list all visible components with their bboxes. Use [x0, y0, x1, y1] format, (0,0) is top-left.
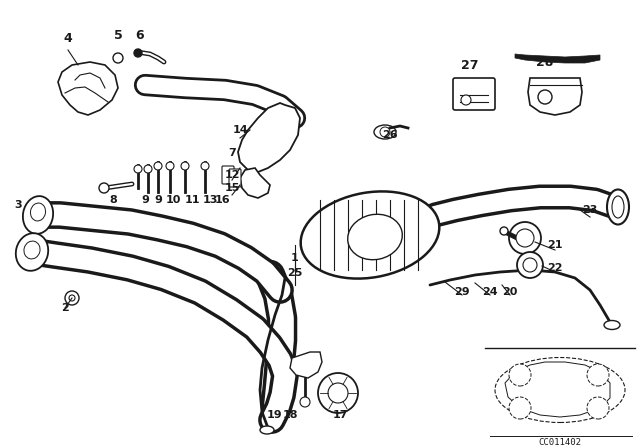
Text: 4: 4 — [63, 31, 72, 44]
Circle shape — [181, 162, 189, 170]
Text: 21: 21 — [547, 240, 563, 250]
Polygon shape — [515, 54, 600, 63]
Text: 23: 23 — [582, 205, 598, 215]
Text: 5: 5 — [114, 29, 122, 42]
Text: 16: 16 — [214, 195, 230, 205]
Text: 11: 11 — [184, 195, 200, 205]
Ellipse shape — [260, 426, 274, 434]
Circle shape — [328, 383, 348, 403]
Polygon shape — [528, 78, 582, 115]
Text: 22: 22 — [547, 263, 563, 273]
Polygon shape — [238, 103, 300, 172]
Circle shape — [154, 162, 162, 170]
Text: 3: 3 — [14, 200, 22, 210]
Circle shape — [538, 90, 552, 104]
Text: 8: 8 — [109, 195, 117, 205]
Text: 25: 25 — [287, 268, 303, 278]
Text: 9: 9 — [141, 195, 149, 205]
Text: 10: 10 — [165, 195, 180, 205]
Text: 28: 28 — [536, 56, 554, 69]
Text: 7: 7 — [228, 148, 236, 158]
Circle shape — [318, 373, 358, 413]
Text: 18: 18 — [282, 410, 298, 420]
Text: 26: 26 — [382, 130, 398, 140]
Circle shape — [113, 53, 123, 63]
Circle shape — [65, 291, 79, 305]
Circle shape — [523, 258, 537, 272]
Text: 13: 13 — [202, 195, 218, 205]
Polygon shape — [240, 168, 270, 198]
Text: 9: 9 — [154, 195, 162, 205]
Text: 27: 27 — [461, 59, 479, 72]
Ellipse shape — [495, 358, 625, 422]
Circle shape — [509, 364, 531, 386]
Text: 24: 24 — [482, 287, 498, 297]
Circle shape — [509, 222, 541, 254]
Ellipse shape — [607, 190, 629, 224]
Circle shape — [134, 49, 142, 57]
Ellipse shape — [23, 196, 53, 234]
Text: 15: 15 — [224, 183, 240, 193]
Ellipse shape — [16, 233, 48, 271]
Text: 14: 14 — [232, 125, 248, 135]
Ellipse shape — [24, 241, 40, 259]
Circle shape — [509, 397, 531, 419]
Circle shape — [166, 162, 174, 170]
Polygon shape — [290, 352, 322, 378]
Circle shape — [144, 165, 152, 173]
Circle shape — [587, 364, 609, 386]
Ellipse shape — [31, 203, 45, 221]
Text: 19: 19 — [266, 410, 282, 420]
Polygon shape — [505, 362, 610, 417]
Circle shape — [99, 183, 109, 193]
Circle shape — [300, 397, 310, 407]
Circle shape — [380, 127, 390, 137]
Circle shape — [500, 227, 508, 235]
Circle shape — [461, 95, 471, 105]
Circle shape — [134, 165, 142, 173]
Circle shape — [201, 162, 209, 170]
Ellipse shape — [301, 191, 439, 279]
Ellipse shape — [604, 320, 620, 329]
Ellipse shape — [348, 214, 403, 260]
FancyBboxPatch shape — [222, 166, 234, 184]
Text: 12: 12 — [224, 170, 240, 180]
Circle shape — [587, 397, 609, 419]
FancyBboxPatch shape — [453, 78, 495, 110]
Polygon shape — [58, 62, 118, 115]
Circle shape — [516, 229, 534, 247]
Circle shape — [517, 252, 543, 278]
Text: CC011402: CC011402 — [538, 438, 582, 447]
Text: 17: 17 — [332, 410, 348, 420]
Text: 2: 2 — [61, 303, 69, 313]
Text: 6: 6 — [136, 29, 144, 42]
Ellipse shape — [374, 125, 396, 139]
Text: 29: 29 — [454, 287, 470, 297]
FancyBboxPatch shape — [229, 169, 241, 187]
Text: 20: 20 — [502, 287, 518, 297]
Ellipse shape — [612, 196, 624, 218]
Text: 1: 1 — [291, 253, 299, 263]
Circle shape — [69, 295, 75, 301]
